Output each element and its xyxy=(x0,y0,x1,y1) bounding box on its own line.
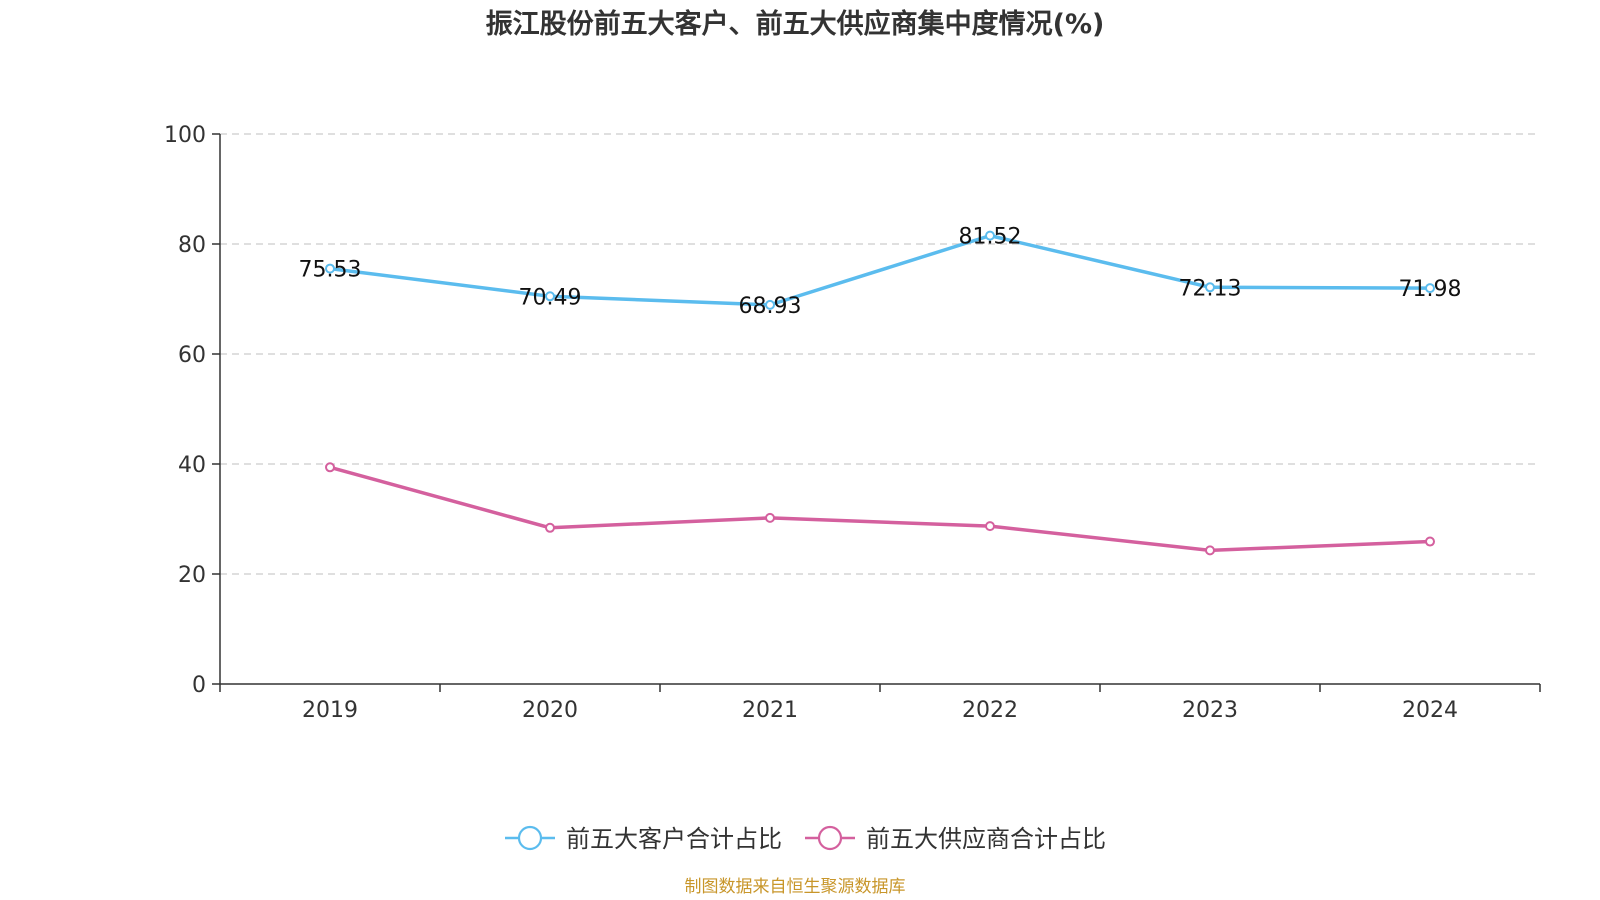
data-point xyxy=(1425,283,1435,294)
data-label: 72.13 xyxy=(1179,276,1242,301)
chart-title: 振江股份前五大客户、前五大供应商集中度情况(%) xyxy=(486,8,1105,40)
data-point xyxy=(545,291,555,302)
data-label: 68.93 xyxy=(739,294,802,319)
data-point xyxy=(1205,545,1215,556)
y-tick-label: 100 xyxy=(164,123,206,148)
x-tick-label: 2024 xyxy=(1402,698,1458,723)
series-line-2 xyxy=(329,465,1431,553)
data-point xyxy=(325,263,335,274)
legend-marker xyxy=(817,825,843,851)
source-note: 制图数据来自恒生聚源数据库 xyxy=(685,877,906,897)
data-labels: 75.53 70.49 68.93 81.52 72.13 71.98 xyxy=(299,225,1462,319)
y-tick-label: 40 xyxy=(178,453,206,478)
data-label: 81.52 xyxy=(959,225,1022,250)
y-tick-label: 60 xyxy=(178,343,206,368)
data-point xyxy=(1205,282,1215,293)
y-tick-label: 80 xyxy=(178,233,206,258)
data-label: 71.98 xyxy=(1399,277,1462,302)
data-point xyxy=(545,522,555,533)
y-tick-label: 0 xyxy=(192,673,206,698)
data-label: 70.49 xyxy=(519,285,582,310)
x-tick-label: 2022 xyxy=(962,698,1018,723)
x-tick-label: 2023 xyxy=(1182,698,1238,723)
data-point xyxy=(765,299,775,310)
data-point xyxy=(1425,536,1435,547)
data-point xyxy=(325,462,335,473)
legend-marker xyxy=(517,825,543,851)
y-tick-label: 20 xyxy=(178,563,206,588)
series-group xyxy=(325,230,1435,556)
data-label: 75.53 xyxy=(299,258,362,283)
data-point xyxy=(985,521,995,532)
series-line-1 xyxy=(329,233,1431,307)
legend-label: 前五大供应商合计占比 xyxy=(866,825,1106,853)
axes: 0 20 40 60 80 100 2019 2020 2021 2022 2023 2024 xyxy=(164,123,1541,723)
x-tick-label: 2019 xyxy=(302,698,358,723)
legend-label: 前五大客户合计占比 xyxy=(566,825,782,853)
data-point xyxy=(985,230,995,241)
x-tick-label: 2021 xyxy=(742,698,798,723)
grid xyxy=(220,133,1540,575)
x-tick-label: 2020 xyxy=(522,698,578,723)
data-point xyxy=(765,512,775,523)
legend: 前五大客户合计占比 前五大供应商合计占比 xyxy=(505,825,1106,853)
